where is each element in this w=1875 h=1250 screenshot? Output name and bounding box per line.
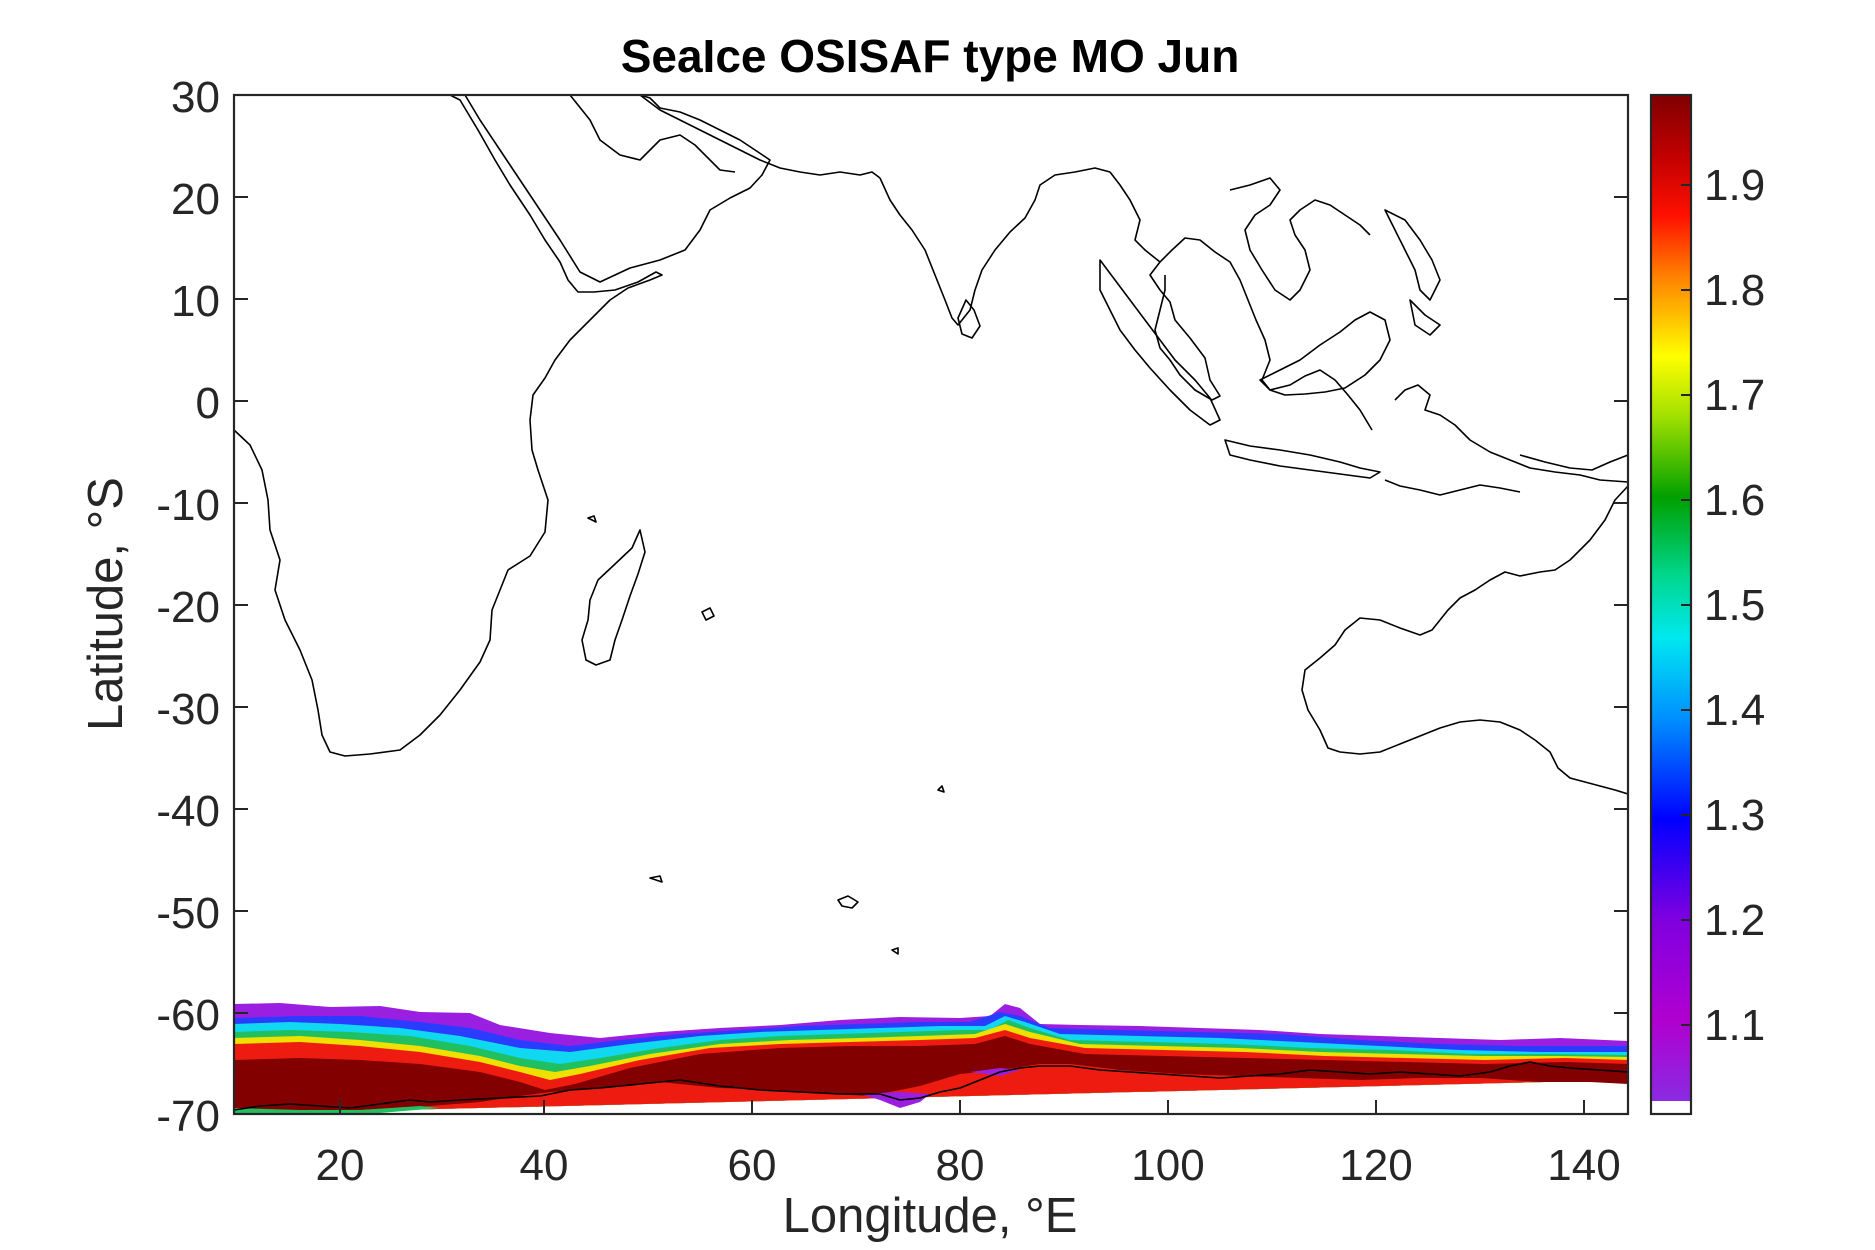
colorbar-tick-label: 1.4 xyxy=(1704,686,1765,735)
coast-madagascar xyxy=(581,529,646,666)
ice-inner-green-fringe xyxy=(234,1106,440,1114)
colorbar-tick-label: 1.3 xyxy=(1704,791,1765,840)
coastlines xyxy=(234,95,1628,1111)
coast-philippines xyxy=(1384,209,1441,336)
coast-borneo xyxy=(1259,311,1391,396)
coast-red-sea-east xyxy=(569,95,736,173)
coast-africa xyxy=(234,95,663,757)
coast-lesser-sundas xyxy=(1384,479,1521,496)
colorbar-tick-label: 1.6 xyxy=(1704,476,1765,525)
y-axis-label: Latitude, °S xyxy=(79,477,133,731)
coast-kerguelen xyxy=(837,895,859,909)
colorbar-tick-label: 1.8 xyxy=(1704,266,1765,315)
y-tick-label: -10 xyxy=(156,481,220,530)
coast-arabia xyxy=(464,95,771,283)
x-tick-label: 100 xyxy=(1131,1141,1204,1190)
colorbar-tick-label: 1.1 xyxy=(1704,1001,1765,1050)
y-tick-label: 20 xyxy=(171,175,220,224)
x-tick-label: 40 xyxy=(520,1141,569,1190)
colorbar-gradient xyxy=(1651,95,1691,1101)
coast-indochina xyxy=(1229,177,1371,301)
x-axis-label: Longitude, °E xyxy=(783,1189,1078,1243)
coast-australia xyxy=(1301,485,1628,795)
coast-sumatra xyxy=(1099,259,1221,426)
y-tick-label: -60 xyxy=(156,991,220,1040)
x-tick-label: 140 xyxy=(1547,1141,1620,1190)
ice-inner-purple-fringe xyxy=(860,1068,1020,1108)
colorbar-tick-label: 1.2 xyxy=(1704,896,1765,945)
coast-persian-gulf xyxy=(639,95,881,179)
colorbar: 1.9 1.8 1.7 1.6 1.5 1.4 1.3 1.2 1.1 xyxy=(1649,93,1765,1116)
coast-java xyxy=(1224,439,1381,479)
x-tick-label: 60 xyxy=(728,1141,777,1190)
chart-title: SeaIce OSISAF type MO Jun xyxy=(621,30,1240,82)
y-tick-label: 0 xyxy=(196,379,220,428)
colorbar-tick-label: 1.9 xyxy=(1704,161,1765,210)
y-tick-label: 30 xyxy=(171,73,220,122)
y-tick-label: -70 xyxy=(156,1092,220,1141)
coast-sulawesi-png xyxy=(1394,384,1628,483)
coast-india xyxy=(879,167,1111,326)
colorbar-white-cap xyxy=(1651,1101,1691,1114)
y-tick-label: -20 xyxy=(156,583,220,632)
y-tick-label: 10 xyxy=(171,277,220,326)
coast-srilanka xyxy=(957,299,981,339)
y-tick-label: -40 xyxy=(156,787,220,836)
y-axis: 30 20 10 0 -10 -20 -30 -40 -50 -60 -70 xyxy=(156,73,1628,1141)
plot-area xyxy=(234,95,1628,1114)
y-tick-label: -50 xyxy=(156,889,220,938)
sea-ice-band xyxy=(234,1003,1628,1114)
x-tick-label: 120 xyxy=(1339,1141,1412,1190)
coast-small-islands xyxy=(587,515,945,955)
colorbar-tick-label: 1.7 xyxy=(1704,371,1765,420)
coast-antarctica xyxy=(234,1061,1628,1111)
x-tick-label: 80 xyxy=(936,1141,985,1190)
ice-layer-darkred xyxy=(234,1036,1628,1112)
x-tick-label: 20 xyxy=(316,1141,365,1190)
coast-se-asia xyxy=(1109,171,1373,431)
x-axis: 20 40 60 80 100 120 140 xyxy=(316,1100,1621,1190)
colorbar-tick-label: 1.5 xyxy=(1704,581,1765,630)
y-tick-label: -30 xyxy=(156,685,220,734)
